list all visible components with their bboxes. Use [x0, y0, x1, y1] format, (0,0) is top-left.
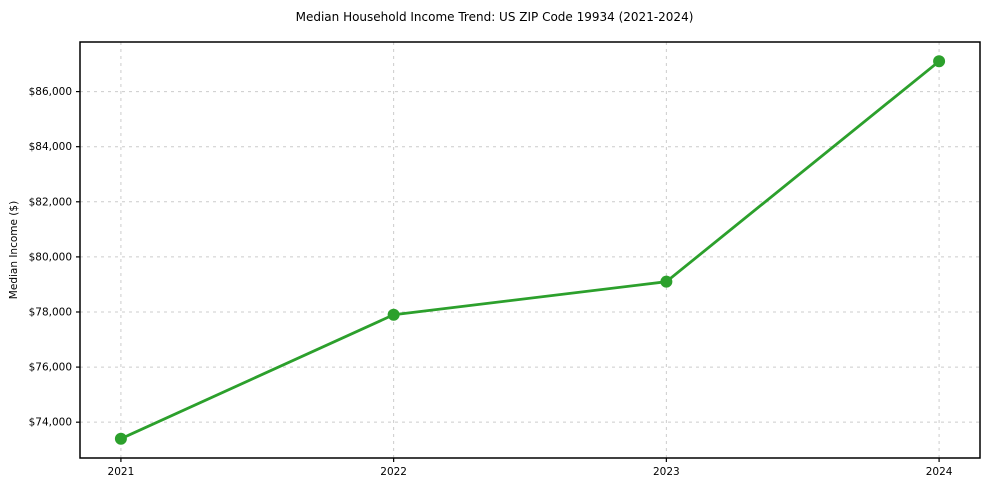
data-point-marker — [660, 275, 673, 288]
x-tick-label: 2021 — [108, 466, 135, 478]
y-tick-label: $80,000 — [29, 251, 72, 263]
y-tick-label: $78,000 — [29, 306, 72, 318]
y-tick-label: $86,000 — [29, 86, 72, 98]
trend-line — [119, 59, 941, 441]
x-tick-label: 2022 — [380, 466, 407, 478]
y-tick-label: $82,000 — [29, 196, 72, 208]
chart-title: Median Household Income Trend: US ZIP Co… — [295, 10, 694, 24]
y-tick-label: $84,000 — [29, 141, 72, 153]
data-point-marker — [387, 308, 400, 321]
data-point-marker — [933, 55, 946, 68]
x-tick-label: 2023 — [653, 466, 680, 478]
x-tick-label: 2024 — [926, 466, 953, 478]
plot-border — [79, 41, 981, 459]
data-point-marker — [114, 432, 127, 445]
y-tick-label: $76,000 — [29, 362, 72, 374]
y-tick-label: $74,000 — [29, 417, 72, 429]
